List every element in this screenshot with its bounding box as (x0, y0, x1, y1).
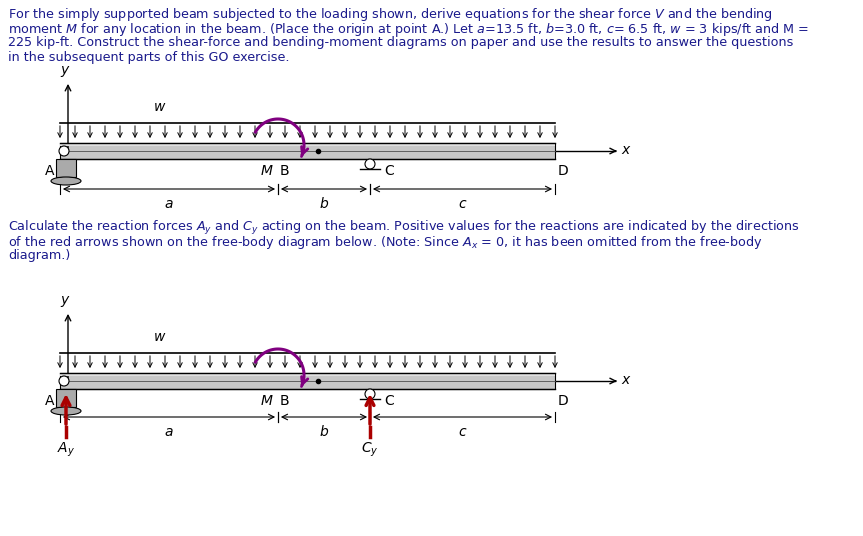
Text: $A_y$: $A_y$ (57, 441, 75, 459)
Text: $C_y$: $C_y$ (362, 441, 379, 459)
Text: w: w (154, 100, 165, 114)
Bar (56, 389, 76, 407)
Text: w: w (154, 330, 165, 344)
Text: c: c (459, 197, 466, 211)
Text: a: a (165, 197, 173, 211)
Circle shape (365, 389, 375, 399)
Circle shape (365, 159, 375, 169)
Bar (60, 373, 555, 376)
Text: 225 kip-ft. Construct the shear-force and bending-moment diagrams on paper and u: 225 kip-ft. Construct the shear-force an… (8, 36, 793, 49)
Bar (60, 143, 555, 146)
Text: x: x (621, 373, 629, 387)
Text: moment $M$ for any location in the beam. (Place the origin at point A.) Let $a$=: moment $M$ for any location in the beam.… (8, 21, 809, 38)
Text: C: C (384, 394, 394, 408)
Text: A: A (45, 394, 54, 408)
Text: A: A (45, 164, 54, 178)
Text: B: B (280, 164, 290, 178)
Ellipse shape (51, 407, 81, 415)
Text: of the red arrows shown on the free-body diagram below. (Note: Since $A_x$ = 0, : of the red arrows shown on the free-body… (8, 234, 763, 251)
Bar (56, 159, 76, 177)
Bar (60, 143, 555, 159)
Text: y: y (60, 63, 68, 77)
Text: Calculate the reaction forces $A_y$ and $C_y$ acting on the beam. Positive value: Calculate the reaction forces $A_y$ and … (8, 219, 799, 237)
Text: b: b (319, 197, 329, 211)
Text: M: M (261, 164, 273, 178)
Text: y: y (60, 293, 68, 307)
Text: c: c (459, 425, 466, 439)
Text: For the simply supported beam subjected to the loading shown, derive equations f: For the simply supported beam subjected … (8, 6, 773, 23)
Text: B: B (280, 394, 290, 408)
Ellipse shape (51, 177, 81, 185)
Circle shape (59, 376, 69, 386)
Text: b: b (319, 425, 329, 439)
Text: a: a (165, 425, 173, 439)
Text: M: M (261, 394, 273, 408)
Text: x: x (621, 143, 629, 157)
Circle shape (59, 146, 69, 156)
Text: in the subsequent parts of this GO exercise.: in the subsequent parts of this GO exerc… (8, 51, 289, 64)
Text: diagram.): diagram.) (8, 249, 70, 262)
Text: C: C (384, 164, 394, 178)
Bar (60, 373, 555, 389)
Text: D: D (558, 394, 569, 408)
Text: D: D (558, 164, 569, 178)
